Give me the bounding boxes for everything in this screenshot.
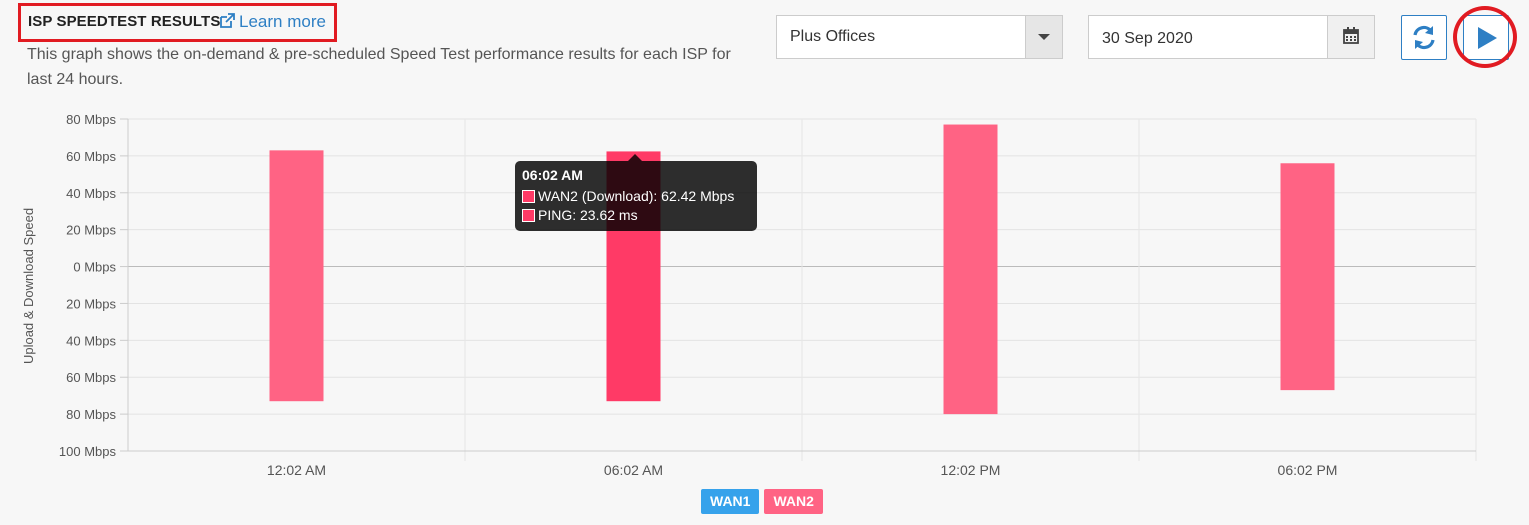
- x-tick-label: 06:02 PM: [1278, 462, 1338, 478]
- refresh-button[interactable]: [1401, 15, 1447, 60]
- tooltip-download-text: WAN2 (Download): 62.42 Mbps: [538, 188, 735, 204]
- site-select[interactable]: Plus Offices: [776, 15, 1063, 59]
- y-tick-label: 20 Mbps: [66, 223, 116, 238]
- x-tick-label: 12:02 PM: [941, 462, 1001, 478]
- speedtest-chart: 80 Mbps 60 Mbps 40 Mbps 20 Mbps 0 Mbps 20 Mbp…: [21, 112, 1477, 478]
- page-title: ISP SPEEDTEST RESULTS: [28, 13, 221, 30]
- y-tick-label: 40 Mbps: [66, 333, 116, 348]
- date-value: 30 Sep 2020: [1102, 30, 1193, 47]
- calendar-button[interactable]: [1327, 16, 1374, 58]
- title-highlight-box: [18, 3, 337, 42]
- y-tick-label: 20 Mbps: [66, 296, 116, 311]
- date-picker[interactable]: 30 Sep 2020: [1088, 15, 1375, 59]
- tooltip-swatch: [522, 189, 535, 203]
- calendar-icon: [1343, 27, 1359, 44]
- bar-wan2[interactable]: [943, 124, 998, 415]
- chart-tooltip: 06:02 AM WAN2 (Download): 62.42 Mbps PIN…: [515, 154, 757, 231]
- y-tick-label: 60 Mbps: [66, 370, 116, 385]
- tooltip-ping-text: PING: 23.62 ms: [538, 207, 638, 223]
- y-tick-label: 60 Mbps: [66, 149, 116, 164]
- chart-legend: WAN1 WAN2: [701, 489, 823, 514]
- legend-wan2[interactable]: WAN2: [764, 489, 823, 514]
- tooltip-row-ping: PING: 23.62 ms: [522, 207, 638, 223]
- play-icon: [1478, 27, 1497, 49]
- site-select-value: Plus Offices: [790, 28, 876, 45]
- tooltip-row-download: WAN2 (Download): 62.42 Mbps: [522, 188, 734, 204]
- y-axis-label: Upload & Download Speed: [21, 208, 36, 364]
- y-tick-label: 80 Mbps: [66, 407, 116, 422]
- external-link-icon[interactable]: [218, 12, 236, 30]
- chevron-down-icon[interactable]: [1025, 16, 1062, 58]
- bar-wan2[interactable]: [269, 150, 324, 402]
- refresh-icon: [1413, 25, 1435, 50]
- legend-wan1[interactable]: WAN1: [701, 489, 760, 514]
- tooltip-title: 06:02 AM: [522, 167, 583, 183]
- x-tick-label: 12:02 AM: [267, 462, 326, 478]
- learn-more-link[interactable]: Learn more: [239, 12, 326, 31]
- page-description: This graph shows the on-demand & pre-sch…: [27, 46, 731, 88]
- bar-wan2[interactable]: [1280, 163, 1335, 391]
- tooltip-swatch: [522, 208, 535, 222]
- y-tick-label: 100 Mbps: [59, 444, 117, 459]
- run-speedtest-button[interactable]: [1463, 15, 1509, 60]
- y-tick-label: 80 Mbps: [66, 112, 116, 127]
- y-tick-label: 40 Mbps: [66, 186, 116, 201]
- x-tick-label: 06:02 AM: [604, 462, 663, 478]
- y-tick-label: 0 Mbps: [73, 260, 116, 275]
